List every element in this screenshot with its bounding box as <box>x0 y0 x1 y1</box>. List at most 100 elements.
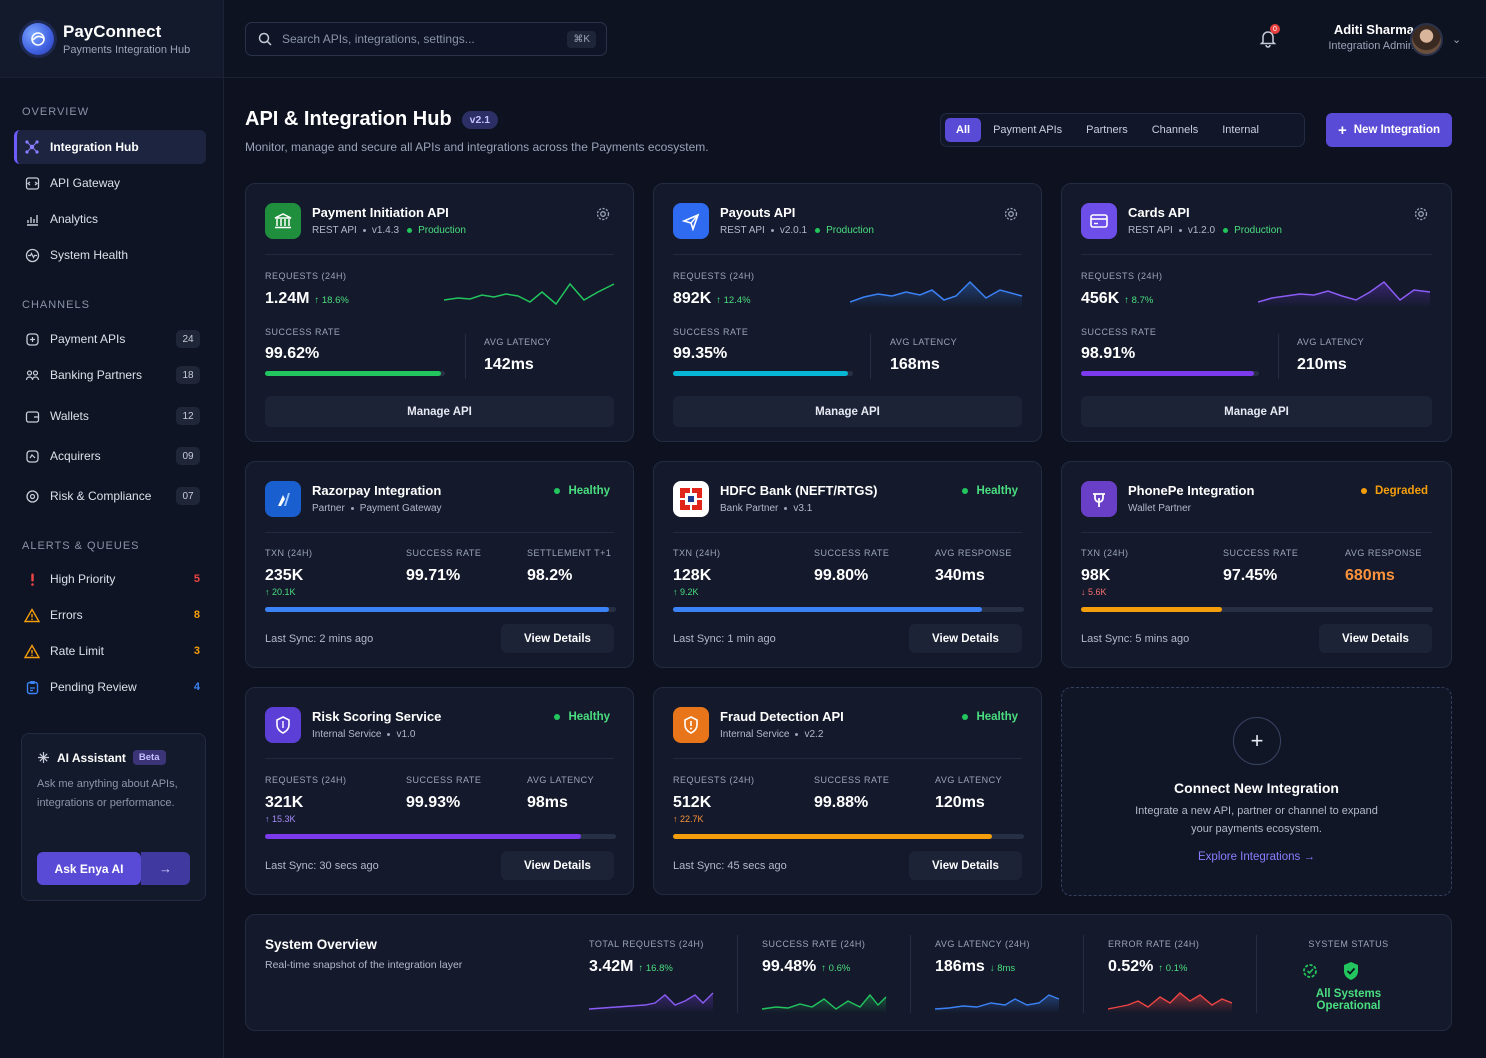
alert-count: 4 <box>193 681 200 693</box>
hub-icon <box>24 139 40 155</box>
sidebar-item-system-health[interactable]: System Health <box>14 238 206 272</box>
metric-value: 99.80% <box>814 567 869 584</box>
arrow-right-icon[interactable]: → <box>141 852 190 885</box>
card-meta: Partner Payment Gateway <box>312 503 442 514</box>
stat-total-requests: Total Requests (24H) 3.42M ↑ 16.8% <box>589 915 761 1032</box>
requests-label: Requests (24H) <box>265 271 347 281</box>
api-type: REST API <box>720 225 765 236</box>
manage-api-button[interactable]: Manage API <box>673 396 1022 427</box>
sidebar-item-high-priority[interactable]: High Priority 5 <box>14 562 206 596</box>
meta-type: Internal Service <box>312 729 382 740</box>
requests-number: 892K <box>673 290 712 307</box>
gear-icon[interactable] <box>1003 206 1019 222</box>
last-sync: Last Sync: 2 mins ago <box>265 633 374 645</box>
sidebar-item-integration-hub[interactable]: Integration Hub <box>14 130 206 164</box>
sidebar-item-label: Errors <box>50 608 83 622</box>
gear-icon[interactable] <box>1413 206 1429 222</box>
risk-compliance-icon <box>24 488 40 504</box>
view-details-button[interactable]: View Details <box>501 624 614 653</box>
connect-integration-card[interactable]: + Connect New Integration Integrate a ne… <box>1061 687 1452 896</box>
requests-sparkline <box>850 280 1023 308</box>
success-label: Success Rate <box>673 327 749 337</box>
status-label: System Status <box>1308 939 1389 949</box>
progress-bar <box>265 607 616 612</box>
view-details-button[interactable]: View Details <box>501 851 614 880</box>
sidebar-item-analytics[interactable]: Analytics <box>14 202 206 236</box>
stat-value: 0.52% ↑ 0.1% <box>1108 958 1187 976</box>
gear-icon[interactable] <box>595 206 611 222</box>
avatar[interactable] <box>1410 23 1443 56</box>
delta-text: 22.7K <box>680 814 704 824</box>
sidebar-item-risk-compliance[interactable]: Risk & Compliance 07 <box>14 479 206 513</box>
sidebar-item-acquirers[interactable]: Acquirers 09 <box>14 439 206 473</box>
requests-value: 1.24M ↑ 18.6% <box>265 290 349 308</box>
card-title: Payouts API <box>720 205 796 220</box>
view-details-button[interactable]: View Details <box>909 624 1022 653</box>
tab-channels[interactable]: Channels <box>1151 124 1199 136</box>
metric-label: Requests (24H) <box>673 775 755 785</box>
stat-sparkline <box>1108 992 1233 1013</box>
search-input[interactable] <box>282 32 552 46</box>
check-gear-icon <box>1300 960 1322 987</box>
latency-label: Avg Latency <box>1297 337 1365 347</box>
stat-value: 3.42M ↑ 16.8% <box>589 958 673 976</box>
manage-api-button[interactable]: Manage API <box>1081 396 1432 427</box>
shield-alert-icon <box>673 707 709 743</box>
meta-type: Partner <box>312 503 345 514</box>
banking-partners-icon <box>24 367 40 383</box>
metric-value: 99.71% <box>406 567 461 584</box>
sidebar-item-banking-partners[interactable]: Banking Partners 18 <box>14 358 206 392</box>
sidebar-item-errors[interactable]: Errors 8 <box>14 598 206 632</box>
new-integration-button[interactable]: + New Integration <box>1326 113 1452 147</box>
view-details-button[interactable]: View Details <box>909 851 1022 880</box>
ask-ai-button[interactable]: Ask Enya AI <box>37 852 141 885</box>
razorpay-logo-icon <box>265 481 301 517</box>
system-status: System Status All Systems Operational <box>1286 939 1411 1012</box>
plus-icon[interactable]: + <box>1233 717 1281 765</box>
user-menu[interactable]: Aditi Sharma Integration Admin <box>1314 22 1414 52</box>
manage-api-button[interactable]: Manage API <box>265 396 614 427</box>
topbar: ⌘K 0 Aditi Sharma Integration Admin ⌄ <box>224 0 1486 78</box>
metric-label: Requests (24H) <box>265 775 347 785</box>
card-meta: REST API v1.4.3 Production <box>312 225 466 236</box>
explore-integrations-link[interactable]: Explore Integrations → <box>1198 851 1315 863</box>
tab-internal[interactable]: Internal <box>1222 124 1259 136</box>
sidebar-item-label: High Priority <box>50 572 116 586</box>
stat-label: Avg Latency (24H) <box>935 939 1031 949</box>
sidebar-item-payment-apis[interactable]: Payment APIs 24 <box>14 322 206 356</box>
tab-all[interactable]: All <box>945 118 982 142</box>
phonepe-logo-icon <box>1081 481 1117 517</box>
sidebar-item-wallets[interactable]: Wallets 12 <box>14 399 206 433</box>
metric-delta: ↑ 22.7K <box>673 814 704 824</box>
card-meta: REST API v2.0.1 Production <box>720 225 874 236</box>
tab-partners[interactable]: Partners <box>1086 124 1128 136</box>
latency-value: 168ms <box>890 356 940 373</box>
sidebar-item-pending-review[interactable]: Pending Review 4 <box>14 670 206 704</box>
view-details-button[interactable]: View Details <box>1319 624 1432 653</box>
notifications-button[interactable]: 0 <box>1258 24 1280 50</box>
shield-icon <box>265 707 301 743</box>
clipboard-icon <box>24 679 40 695</box>
stat-error-rate: Error Rate (24H) 0.52% ↑ 0.1% <box>1108 915 1280 1032</box>
delta-text: 8.7% <box>1131 295 1154 306</box>
success-bar <box>265 371 445 376</box>
meta-detail: v3.1 <box>793 503 813 514</box>
success-bar <box>673 371 853 376</box>
brand[interactable]: PayConnect Payments Integration Hub <box>0 0 223 78</box>
tab-payment-apis[interactable]: Payment APIs <box>993 124 1063 136</box>
sidebar-item-api-gateway[interactable]: API Gateway <box>14 166 206 200</box>
meta-type: Internal Service <box>720 729 790 740</box>
chevron-down-icon[interactable]: ⌄ <box>1452 34 1462 46</box>
latency-label: Avg Latency <box>484 337 552 347</box>
requests-delta: ↑ 18.6% <box>314 295 349 306</box>
search-bar[interactable]: ⌘K <box>245 22 607 56</box>
credit-card-icon <box>1081 203 1117 239</box>
sidebar-item-rate-limit[interactable]: Rate Limit 3 <box>14 634 206 668</box>
user-role: Integration Admin <box>1328 40 1414 52</box>
system-overview: System Overview Real-time snapshot of th… <box>245 914 1452 1031</box>
plus-icon: + <box>1337 121 1347 139</box>
analytics-icon <box>24 211 40 227</box>
success-value: 99.62% <box>265 345 320 362</box>
hdfc-logo-icon <box>673 481 709 517</box>
delta-text: 8ms <box>997 963 1016 974</box>
